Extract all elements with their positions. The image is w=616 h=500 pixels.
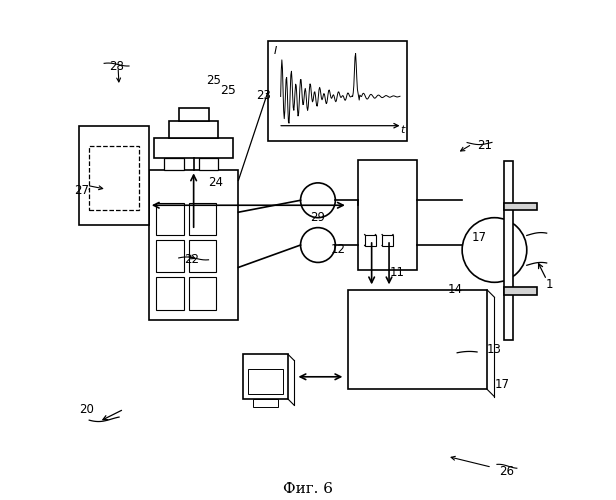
Text: 25: 25 [206,74,221,88]
Bar [156,278,184,310]
Bar [164,158,184,170]
Text: Фиг. 6: Фиг. 6 [283,482,333,496]
Text: 11: 11 [390,266,405,279]
Bar [156,203,184,235]
Bar [149,170,238,320]
Bar [358,160,418,270]
Text: t: t [400,124,405,134]
Text: 25: 25 [221,84,237,98]
Text: 14: 14 [447,284,462,296]
Bar [188,278,216,310]
Text: 29: 29 [310,211,325,224]
Bar [253,399,278,406]
Bar [505,203,537,210]
Circle shape [301,183,335,218]
Text: 13: 13 [487,343,502,356]
Bar [248,370,283,394]
Text: 27: 27 [75,184,89,197]
Text: 24: 24 [208,176,224,190]
Bar [348,290,487,389]
Bar [268,41,407,140]
Bar [89,146,139,210]
Bar [188,240,216,272]
Circle shape [462,218,527,282]
Text: 28: 28 [109,60,124,72]
Bar [198,158,219,170]
Text: I: I [274,46,277,56]
Text: 20: 20 [79,402,94,415]
Bar [505,288,537,294]
Text: 26: 26 [500,465,514,478]
Bar [243,354,288,399]
Bar [188,203,216,235]
Bar [154,138,233,158]
Bar [505,160,513,340]
Text: 12: 12 [330,244,346,256]
Text: 22: 22 [184,254,198,266]
Bar [156,240,184,272]
Bar [382,234,393,246]
Bar [179,108,209,120]
Text: 17: 17 [472,231,487,244]
Text: 17: 17 [495,378,509,391]
Bar [79,126,149,225]
Text: 1: 1 [545,278,553,291]
Text: 23: 23 [256,90,270,102]
Text: 21: 21 [477,139,492,152]
Bar [169,120,219,138]
Circle shape [301,228,335,262]
Bar [365,234,376,246]
